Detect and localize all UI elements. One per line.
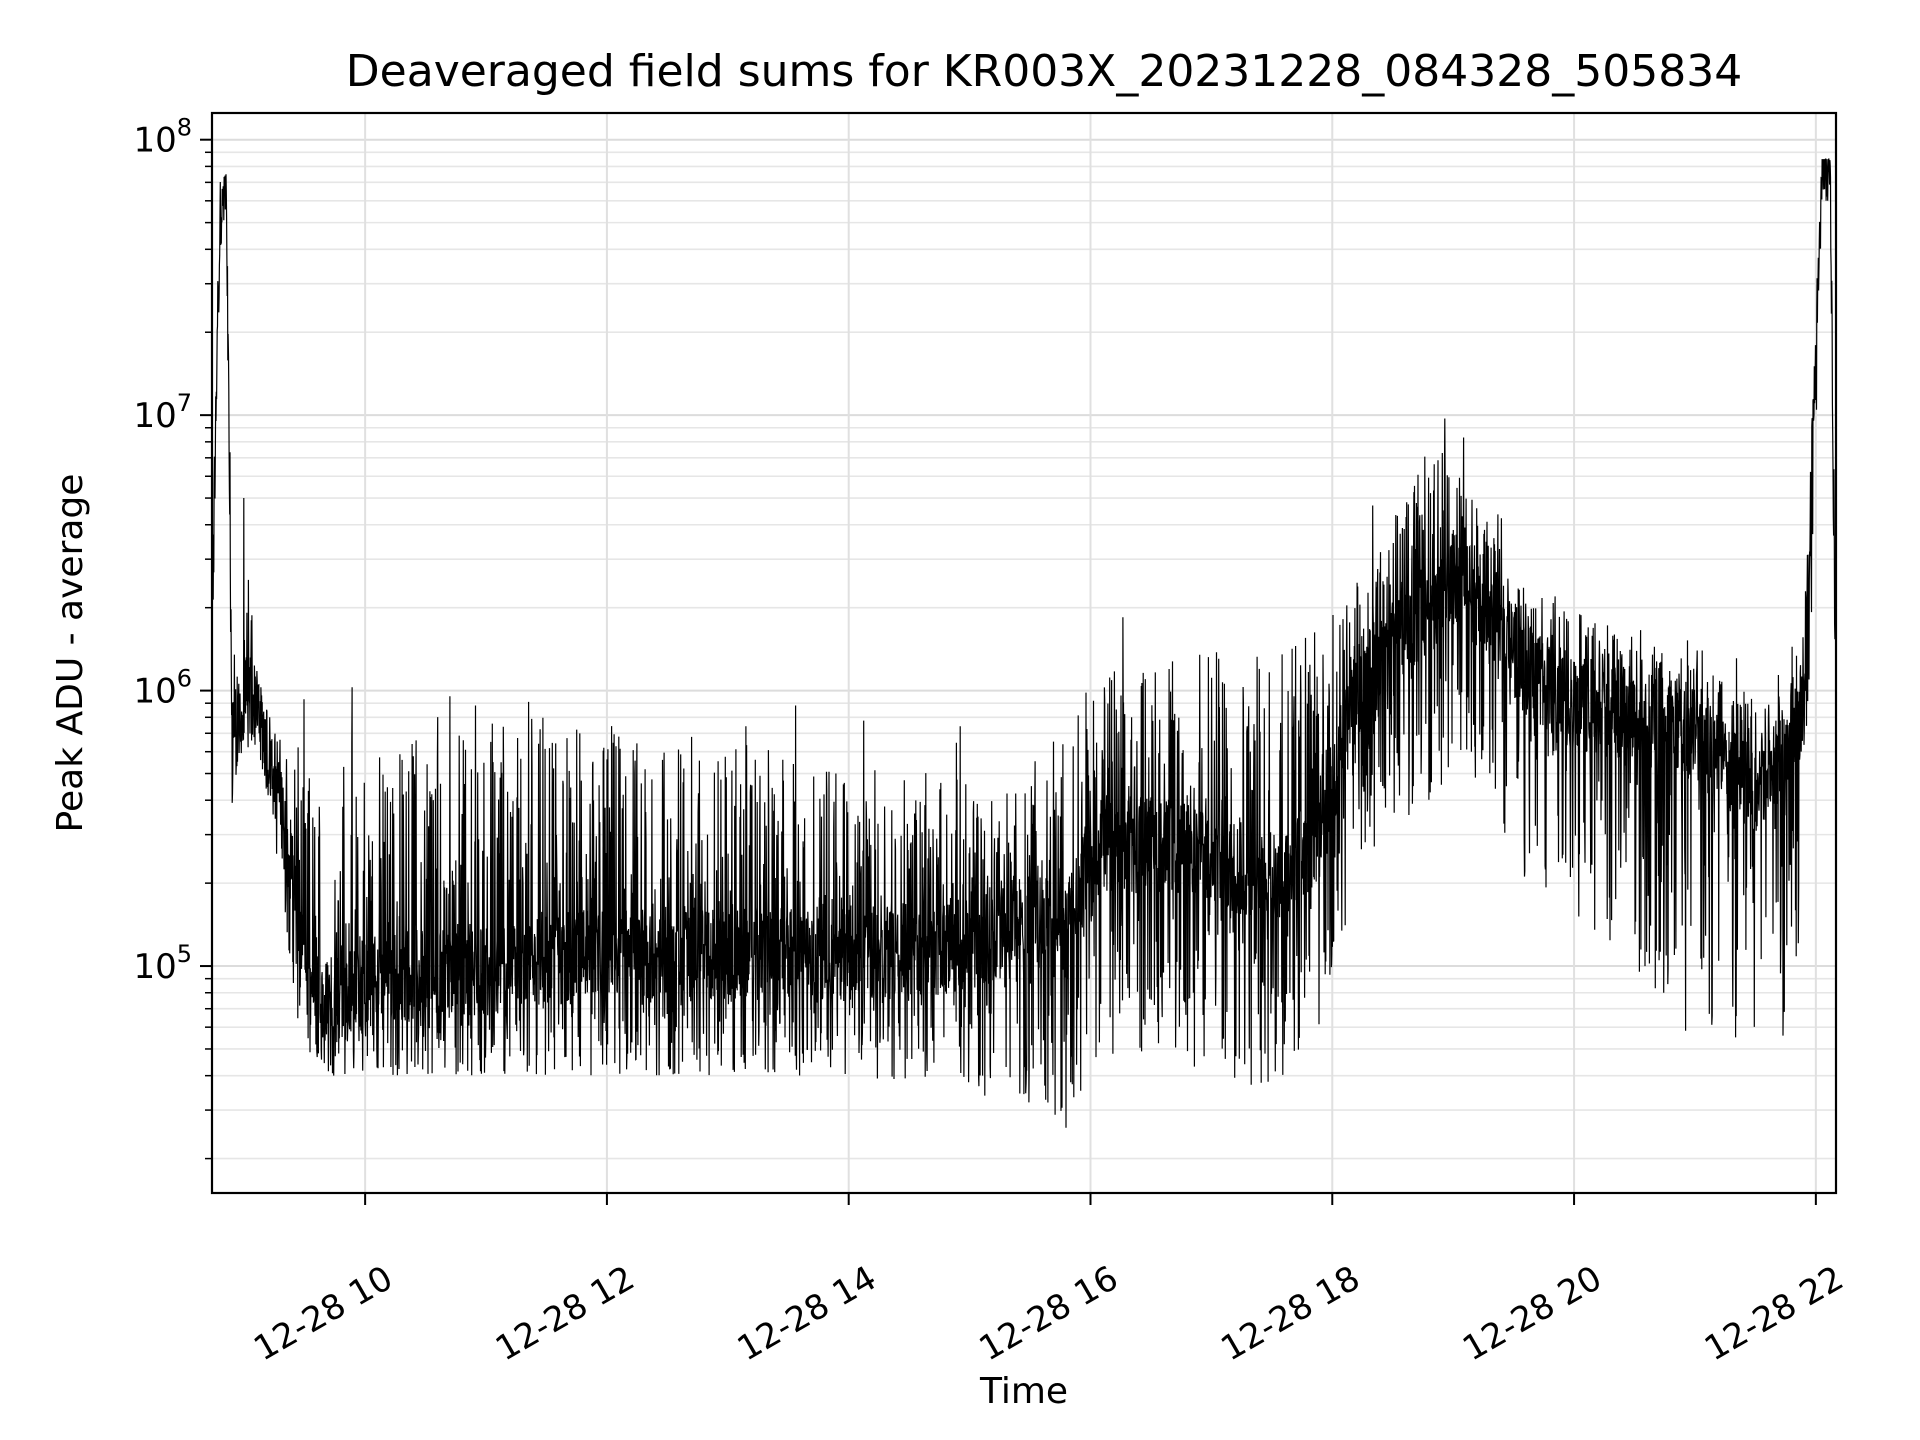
data-series [212,158,1836,1128]
y-axis-label: Peak ADU - average [50,474,91,833]
y-tick-label: 107 [133,389,192,436]
y-tick-label: 106 [133,665,192,712]
series-line [212,158,1836,1128]
plot-frame [210,111,1838,1195]
x-axis-label: Time [979,1371,1068,1412]
chart-title: Deaveraged field sums for KR003X_2023122… [346,46,1742,97]
y-tick-label: 105 [133,940,192,987]
y-tick-label: 108 [133,114,192,161]
